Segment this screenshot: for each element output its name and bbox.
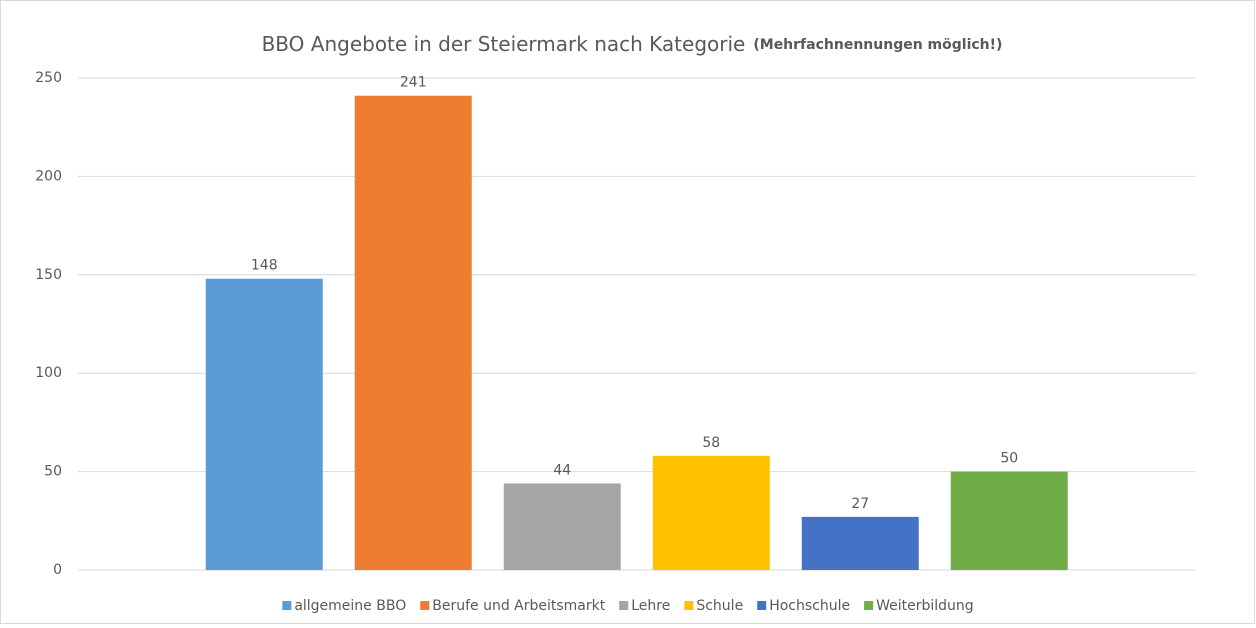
y-tick-label: 150	[35, 267, 62, 283]
legend-swatch	[864, 601, 874, 610]
legend-swatch	[282, 601, 292, 610]
legend-label: allgemeine BBO	[294, 598, 406, 614]
value-label: 44	[553, 462, 571, 478]
legend-label: Schule	[696, 598, 743, 614]
legend-swatch	[684, 601, 694, 610]
bar	[354, 95, 472, 570]
bar	[801, 516, 919, 570]
value-label: 50	[1000, 451, 1018, 467]
legend-label: Weiterbildung	[876, 598, 974, 614]
bar	[652, 455, 770, 570]
legend-label: Hochschule	[769, 598, 850, 614]
y-tick-label: 250	[35, 70, 62, 86]
value-label: 241	[400, 75, 427, 91]
value-label: 148	[251, 258, 278, 274]
bar	[950, 471, 1068, 570]
legend-swatch	[757, 601, 767, 610]
bar	[503, 483, 621, 570]
y-tick-label: 50	[44, 464, 62, 480]
title-sub: (Mehrfachnennungen möglich!)	[753, 37, 1002, 53]
title-main: BBO Angebote in der Steiermark nach Kate…	[262, 32, 746, 56]
y-tick-label: 100	[35, 365, 62, 381]
y-tick-label: 200	[35, 168, 62, 184]
value-label: 58	[702, 435, 720, 451]
y-tick-label: 0	[53, 562, 62, 578]
legend-swatch	[619, 601, 629, 610]
legend-label: Berufe und Arbeitsmarkt	[432, 598, 606, 614]
bar	[205, 278, 323, 570]
legend-swatch	[420, 601, 430, 610]
legend-label: Lehre	[631, 598, 670, 614]
chart-title: BBO Angebote in der Steiermark nach Kate…	[262, 32, 1003, 56]
value-label: 27	[851, 496, 869, 512]
